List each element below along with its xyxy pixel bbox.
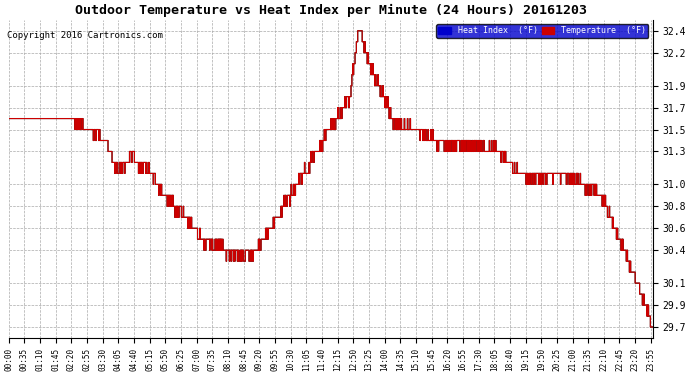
Text: Copyright 2016 Cartronics.com: Copyright 2016 Cartronics.com xyxy=(7,30,163,39)
Legend: Heat Index  (°F), Temperature  (°F): Heat Index (°F), Temperature (°F) xyxy=(436,24,649,38)
Title: Outdoor Temperature vs Heat Index per Minute (24 Hours) 20161203: Outdoor Temperature vs Heat Index per Mi… xyxy=(75,4,586,17)
